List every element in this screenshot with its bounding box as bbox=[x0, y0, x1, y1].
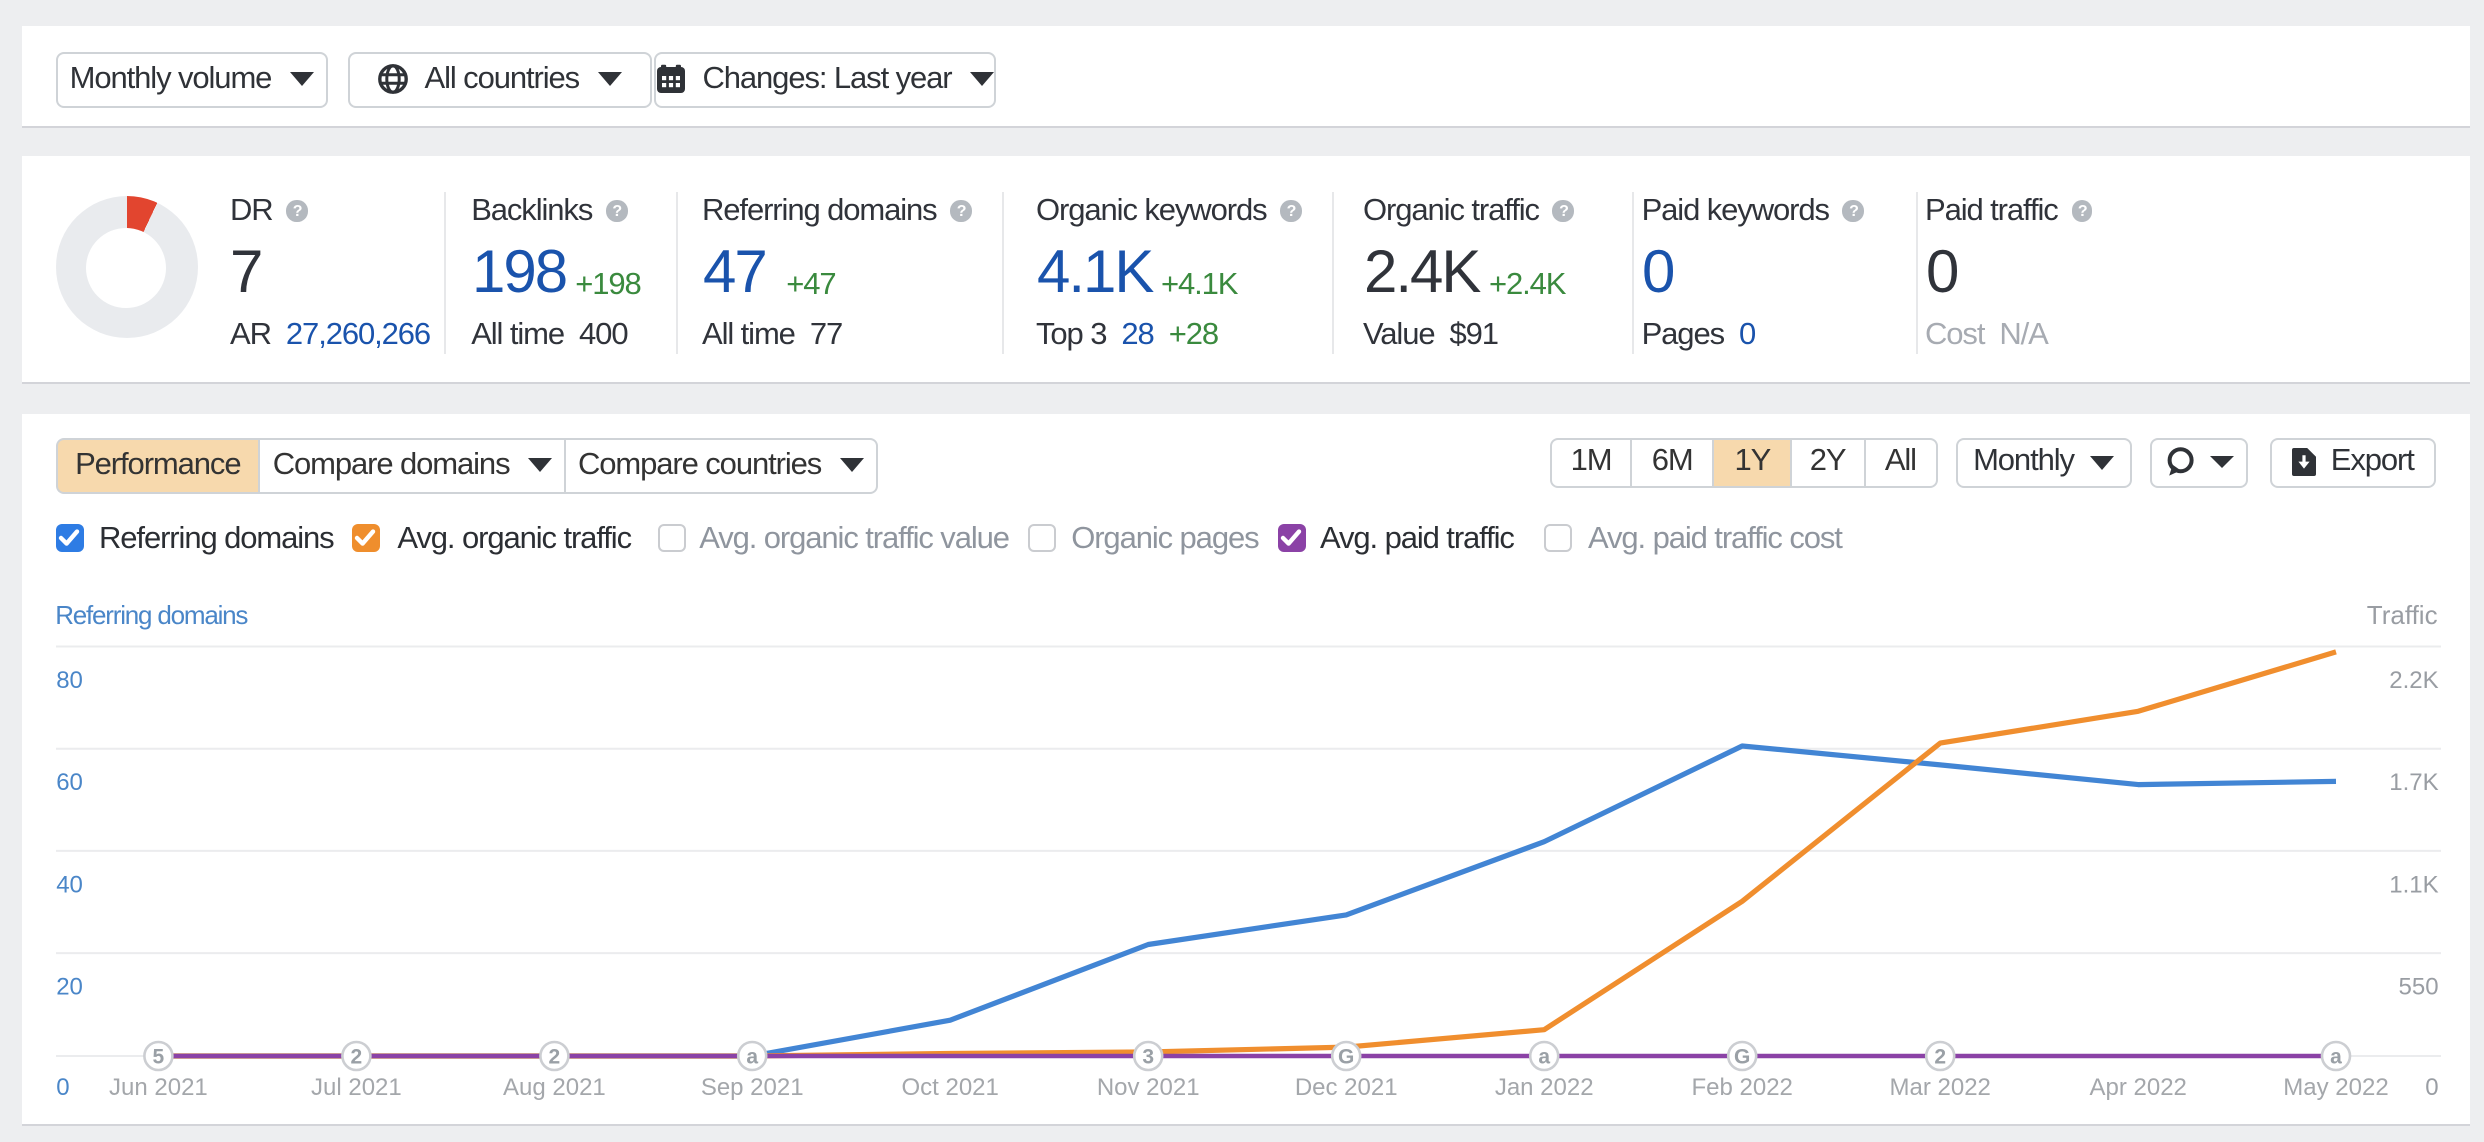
svg-text:a: a bbox=[745, 1046, 757, 1069]
svg-text:20: 20 bbox=[55, 974, 82, 1001]
svg-text:Dec 2021: Dec 2021 bbox=[1294, 1074, 1397, 1101]
svg-text:Feb 2022: Feb 2022 bbox=[1690, 1074, 1791, 1101]
svg-text:Apr 2022: Apr 2022 bbox=[2088, 1074, 2185, 1101]
svg-text:3: 3 bbox=[1141, 1046, 1153, 1069]
svg-text:0: 0 bbox=[55, 1074, 68, 1101]
svg-text:1.1K: 1.1K bbox=[2388, 871, 2437, 898]
svg-text:40: 40 bbox=[55, 871, 82, 898]
svg-text:Jul 2021: Jul 2021 bbox=[310, 1074, 401, 1101]
svg-text:G: G bbox=[1337, 1046, 1353, 1069]
svg-text:60: 60 bbox=[55, 769, 82, 796]
svg-text:Jun 2021: Jun 2021 bbox=[108, 1074, 207, 1101]
svg-text:G: G bbox=[1733, 1046, 1749, 1069]
svg-text:Oct 2021: Oct 2021 bbox=[900, 1074, 997, 1101]
svg-text:Jan 2022: Jan 2022 bbox=[1494, 1074, 1593, 1101]
svg-text:2: 2 bbox=[1933, 1046, 1945, 1069]
svg-text:2: 2 bbox=[350, 1046, 362, 1069]
svg-text:5: 5 bbox=[152, 1046, 164, 1069]
svg-text:Aug 2021: Aug 2021 bbox=[502, 1074, 605, 1101]
svg-text:Mar 2022: Mar 2022 bbox=[1889, 1074, 1990, 1101]
svg-text:2: 2 bbox=[548, 1046, 560, 1069]
svg-text:May 2022: May 2022 bbox=[2282, 1074, 2387, 1101]
svg-text:Sep 2021: Sep 2021 bbox=[700, 1074, 803, 1101]
svg-text:a: a bbox=[2329, 1046, 2341, 1069]
svg-text:Nov 2021: Nov 2021 bbox=[1096, 1074, 1199, 1101]
svg-text:550: 550 bbox=[2398, 974, 2438, 1001]
svg-text:80: 80 bbox=[55, 667, 82, 694]
svg-text:a: a bbox=[1537, 1046, 1549, 1069]
svg-text:0: 0 bbox=[2424, 1074, 2437, 1101]
svg-text:2.2K: 2.2K bbox=[2388, 667, 2437, 694]
svg-text:1.7K: 1.7K bbox=[2388, 769, 2437, 796]
